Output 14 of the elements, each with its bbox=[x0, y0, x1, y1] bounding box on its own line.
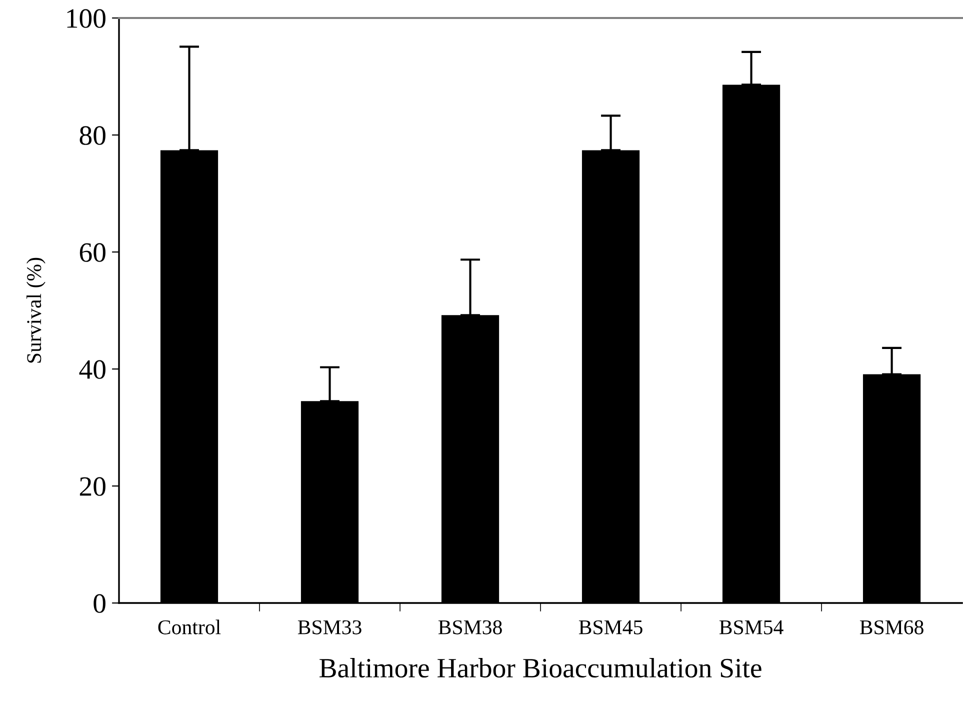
x-tick-label: BSM38 bbox=[438, 620, 502, 634]
x-tick-label: BSM45 bbox=[578, 620, 642, 634]
x-tick-label: Control bbox=[158, 620, 221, 634]
y-tick-label: 40 bbox=[79, 360, 106, 379]
x-tick-label: BSM54 bbox=[719, 620, 784, 634]
y-tick-label: 100 bbox=[67, 9, 106, 28]
y-tick-label: 80 bbox=[80, 126, 106, 145]
x-axis-title: Baltimore Harbor Bioaccumulation Site bbox=[320, 658, 762, 678]
x-tick-label: BSM68 bbox=[860, 620, 924, 634]
y-axis-title: Survival (%) bbox=[26, 258, 46, 363]
y-tick-label: 20 bbox=[80, 477, 106, 496]
y-tick-label: 60 bbox=[80, 243, 106, 262]
y-tick-label: 0 bbox=[94, 594, 106, 613]
x-tick-label: BSM33 bbox=[298, 620, 362, 634]
